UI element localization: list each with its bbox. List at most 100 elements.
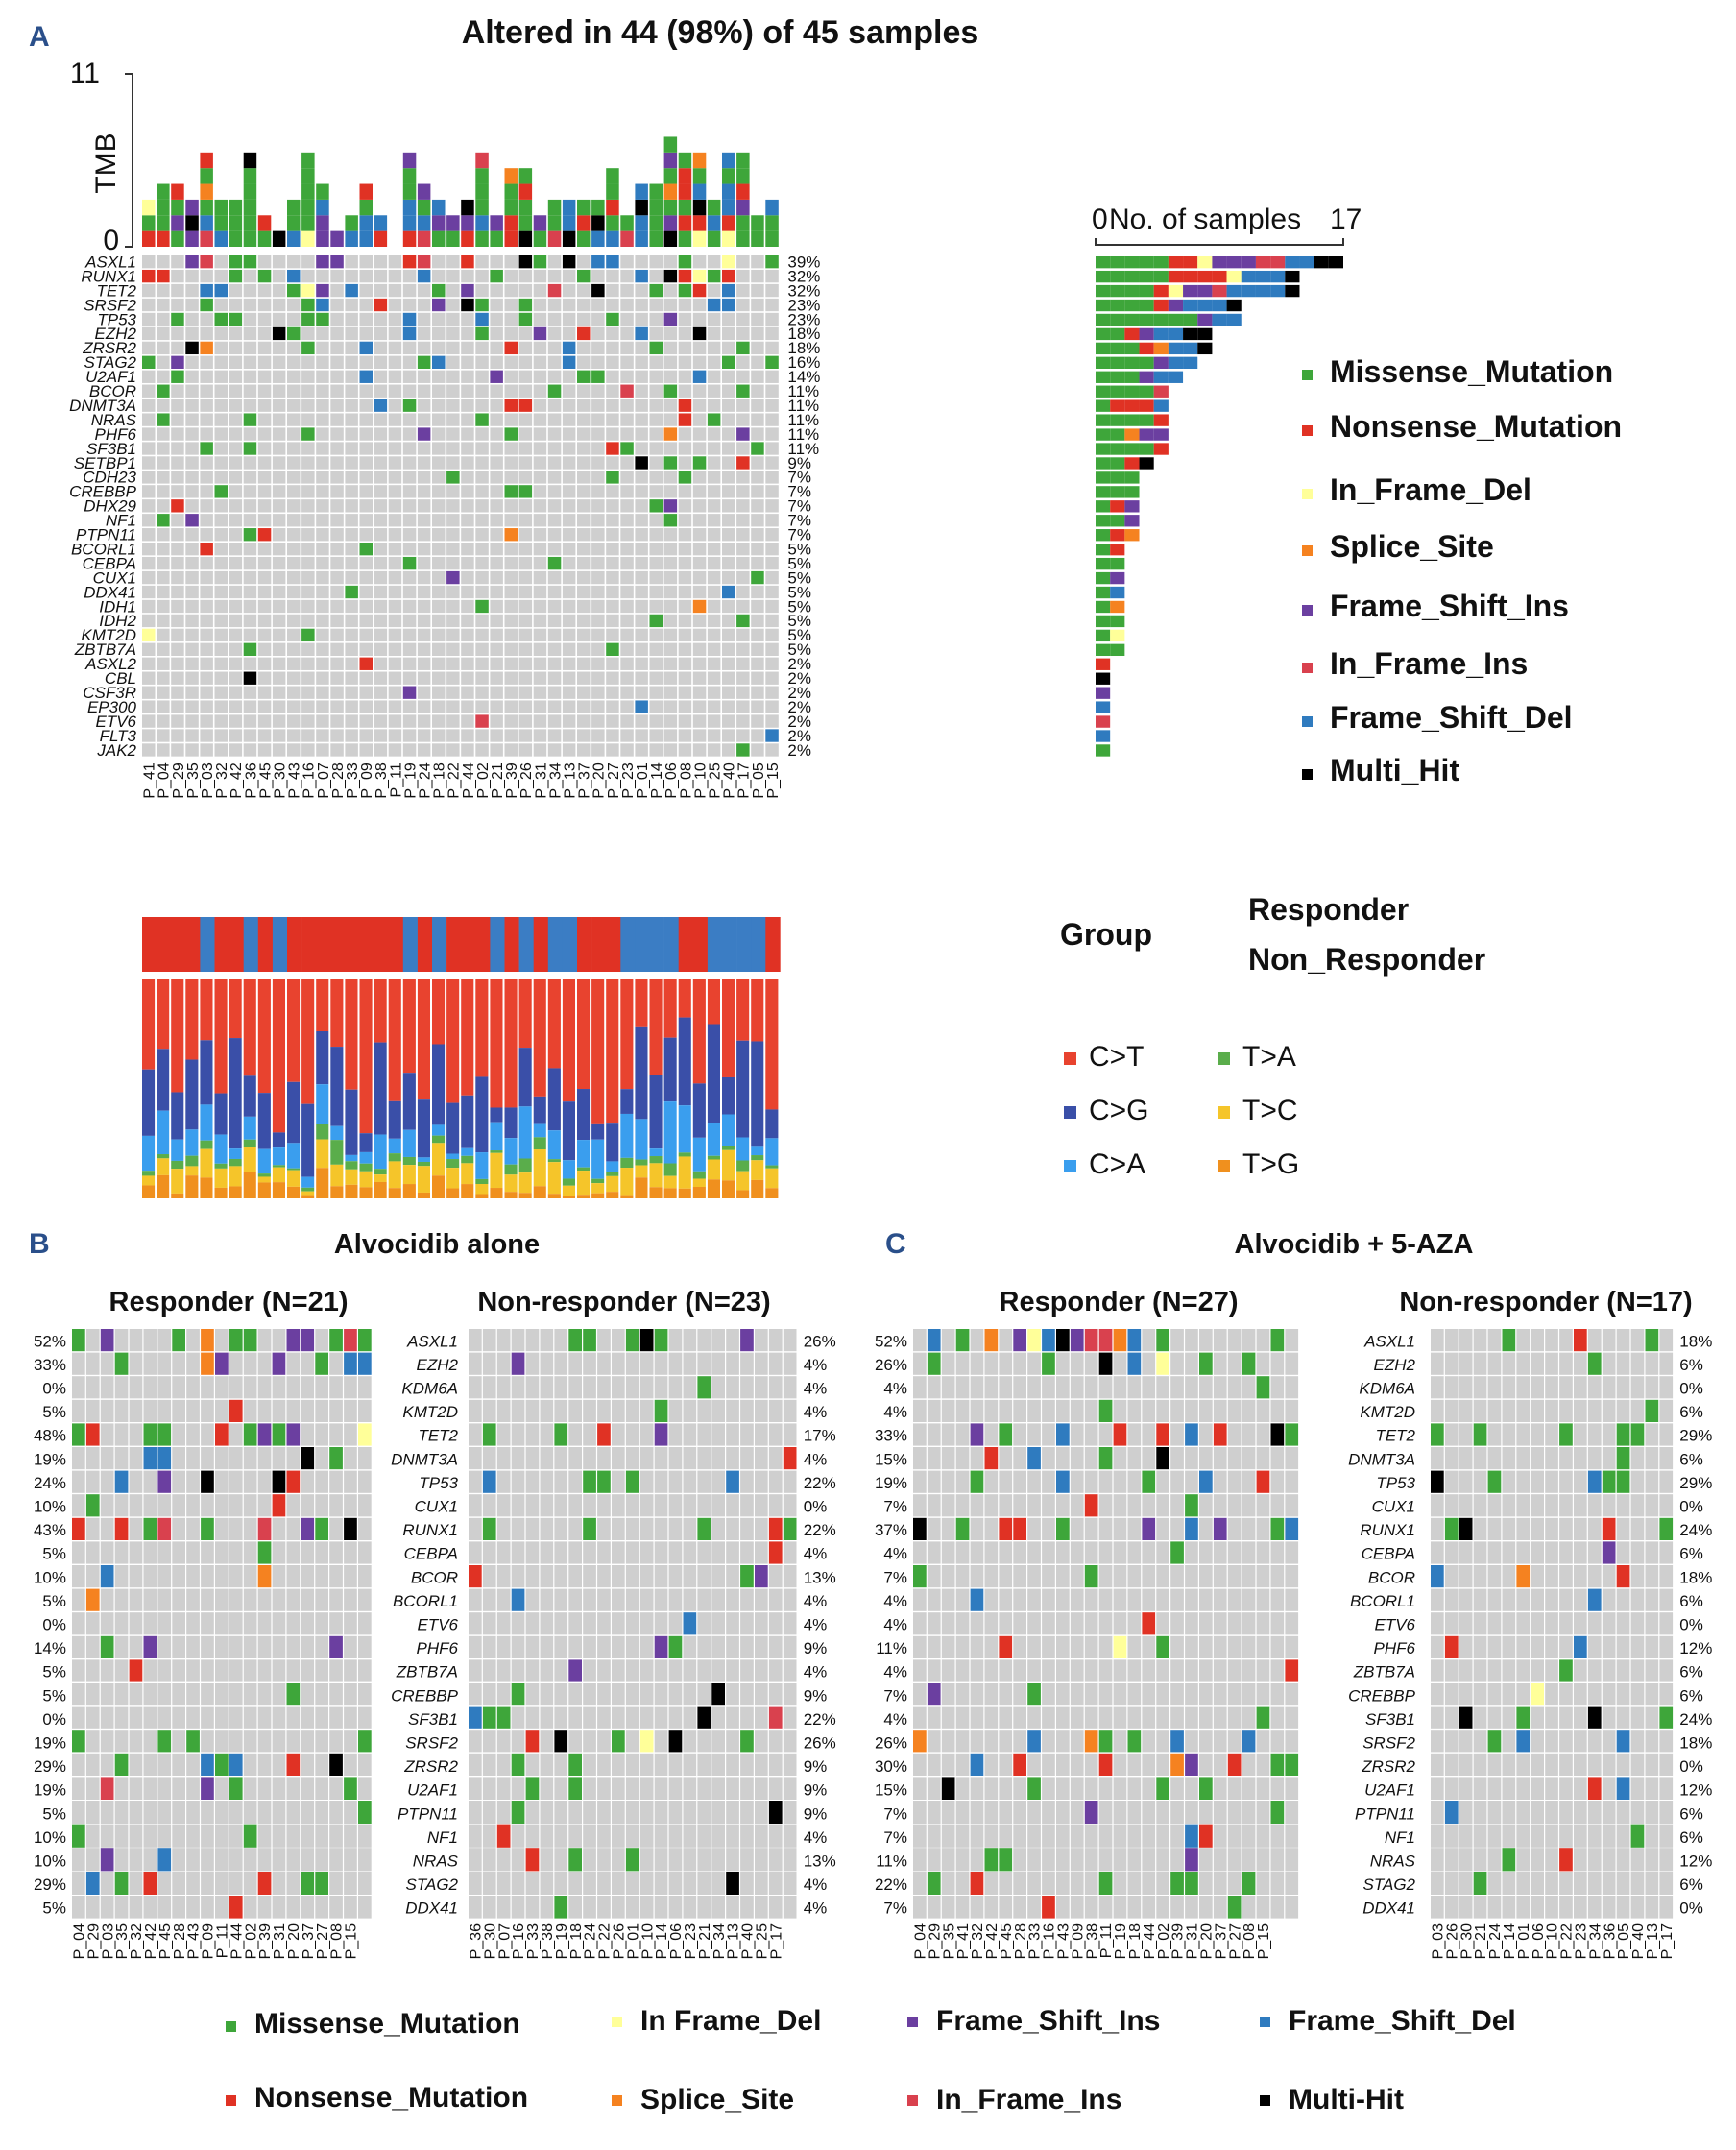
- non-responder-empty-cell: [1602, 1777, 1616, 1800]
- tmb-segment: [301, 152, 315, 169]
- responder-empty-cell: [129, 1494, 143, 1517]
- responder-empty-cell: [1098, 1659, 1113, 1682]
- non-responder-sample-label: P_25: [754, 1923, 770, 1959]
- count-segment: [1110, 486, 1125, 498]
- non-responder-mutation-cell: [1602, 1470, 1616, 1493]
- empty-cell: [722, 427, 735, 441]
- responder-empty-cell: [1070, 1730, 1084, 1753]
- empty-cell: [214, 399, 228, 412]
- empty-cell: [432, 642, 446, 656]
- tmb-segment: [316, 215, 329, 231]
- empty-cell: [417, 384, 431, 398]
- count-segment: [1153, 356, 1169, 369]
- responder-empty-cell: [1156, 1517, 1169, 1540]
- responder-empty-cell: [1185, 1612, 1198, 1635]
- responder-empty-cell: [1185, 1896, 1198, 1919]
- responder-empty-cell: [984, 1683, 999, 1706]
- substitution-segment: [359, 1187, 373, 1198]
- responder-empty-cell: [927, 1801, 941, 1824]
- tmb-segment: [287, 215, 301, 231]
- non-responder-empty-cell: [1444, 1848, 1459, 1872]
- non-responder-empty-cell: [1559, 1635, 1573, 1658]
- non-responder-empty-cell: [1616, 1896, 1630, 1919]
- empty-cell: [751, 628, 764, 642]
- empty-cell: [417, 528, 431, 542]
- empty-cell: [577, 485, 591, 498]
- responder-empty-cell: [272, 1777, 286, 1800]
- empty-cell: [157, 485, 170, 498]
- non-responder-empty-cell: [482, 1612, 496, 1635]
- responder-empty-cell: [1142, 1824, 1156, 1848]
- empty-cell: [257, 255, 272, 269]
- count-segment: [1153, 284, 1169, 298]
- mutation-cell: [663, 269, 678, 283]
- mutation-cell: [606, 642, 619, 656]
- responder-empty-cell: [1285, 1352, 1299, 1375]
- empty-cell: [591, 686, 605, 699]
- non-responder-empty-cell: [783, 1494, 797, 1517]
- responder-empty-cell: [114, 1399, 129, 1422]
- empty-cell: [649, 355, 663, 369]
- non-responder-empty-cell: [525, 1896, 540, 1919]
- non-responder-empty-cell: [540, 1848, 554, 1872]
- responder-empty-cell: [329, 1399, 343, 1422]
- non-responder-mutation-cell: [768, 1517, 783, 1540]
- non-responder-empty-cell: [1559, 1376, 1573, 1399]
- empty-cell: [635, 528, 648, 542]
- empty-cell: [475, 729, 489, 742]
- non-responder-empty-cell: [1574, 1777, 1587, 1800]
- group-cell-non-responder: [736, 917, 752, 972]
- empty-cell: [722, 642, 735, 656]
- empty-cell: [287, 312, 301, 326]
- substitution-segment: [577, 1167, 591, 1172]
- non-responder-empty-cell: [639, 1447, 654, 1470]
- responder-empty-cell: [157, 1824, 172, 1848]
- responder-percent: 10%: [34, 1498, 66, 1516]
- non-responder-mutation-cell: [1459, 1517, 1473, 1540]
- responder-empty-cell: [329, 1777, 343, 1800]
- count-segment: [1285, 270, 1300, 283]
- responder-empty-cell: [984, 1659, 999, 1682]
- non-responder-empty-cell: [1616, 1612, 1630, 1635]
- empty-cell: [663, 341, 678, 355]
- responder-mutation-cell: [1170, 1753, 1184, 1776]
- responder-empty-cell: [941, 1753, 955, 1776]
- non-responder-empty-cell: [711, 1872, 725, 1895]
- responder-empty-cell: [100, 1659, 114, 1682]
- empty-cell: [330, 283, 344, 298]
- substitution-segment: [374, 1181, 387, 1198]
- responder-empty-cell: [157, 1612, 172, 1635]
- substitution-segment: [649, 979, 663, 1075]
- empty-cell: [330, 528, 344, 542]
- responder-empty-cell: [243, 1447, 257, 1470]
- empty-cell: [157, 642, 170, 656]
- responder-empty-cell: [1070, 1659, 1084, 1682]
- non-responder-empty-cell: [726, 1329, 739, 1352]
- non-responder-mutation-cell: [482, 1470, 496, 1493]
- responder-empty-cell: [215, 1730, 229, 1753]
- gene-label: DDX41: [405, 1899, 458, 1918]
- non-responder-empty-cell: [583, 1824, 596, 1848]
- empty-cell: [663, 686, 678, 699]
- responder-empty-cell: [229, 1565, 243, 1588]
- non-responder-empty-cell: [654, 1872, 668, 1895]
- tmb-segment: [287, 230, 301, 247]
- empty-cell: [461, 326, 474, 341]
- responder-empty-cell: [85, 1517, 100, 1540]
- responder-empty-cell: [941, 1730, 955, 1753]
- non-responder-empty-cell: [654, 1376, 668, 1399]
- responder-empty-cell: [984, 1612, 999, 1635]
- non-responder-empty-cell: [783, 1683, 797, 1706]
- empty-cell: [547, 614, 562, 628]
- responder-mutation-cell: [358, 1423, 372, 1446]
- responder-empty-cell: [1156, 1470, 1169, 1493]
- empty-cell: [359, 485, 373, 498]
- empty-cell: [417, 514, 431, 527]
- substitution-segment: [301, 1191, 315, 1196]
- responder-mutation-cell: [1199, 1777, 1213, 1800]
- responder-empty-cell: [1227, 1329, 1242, 1352]
- responder-empty-cell: [1042, 1753, 1055, 1776]
- group-legend-non-responder: Non_Responder: [1248, 942, 1485, 977]
- empty-cell: [402, 543, 417, 556]
- tmb-segment: [185, 215, 199, 231]
